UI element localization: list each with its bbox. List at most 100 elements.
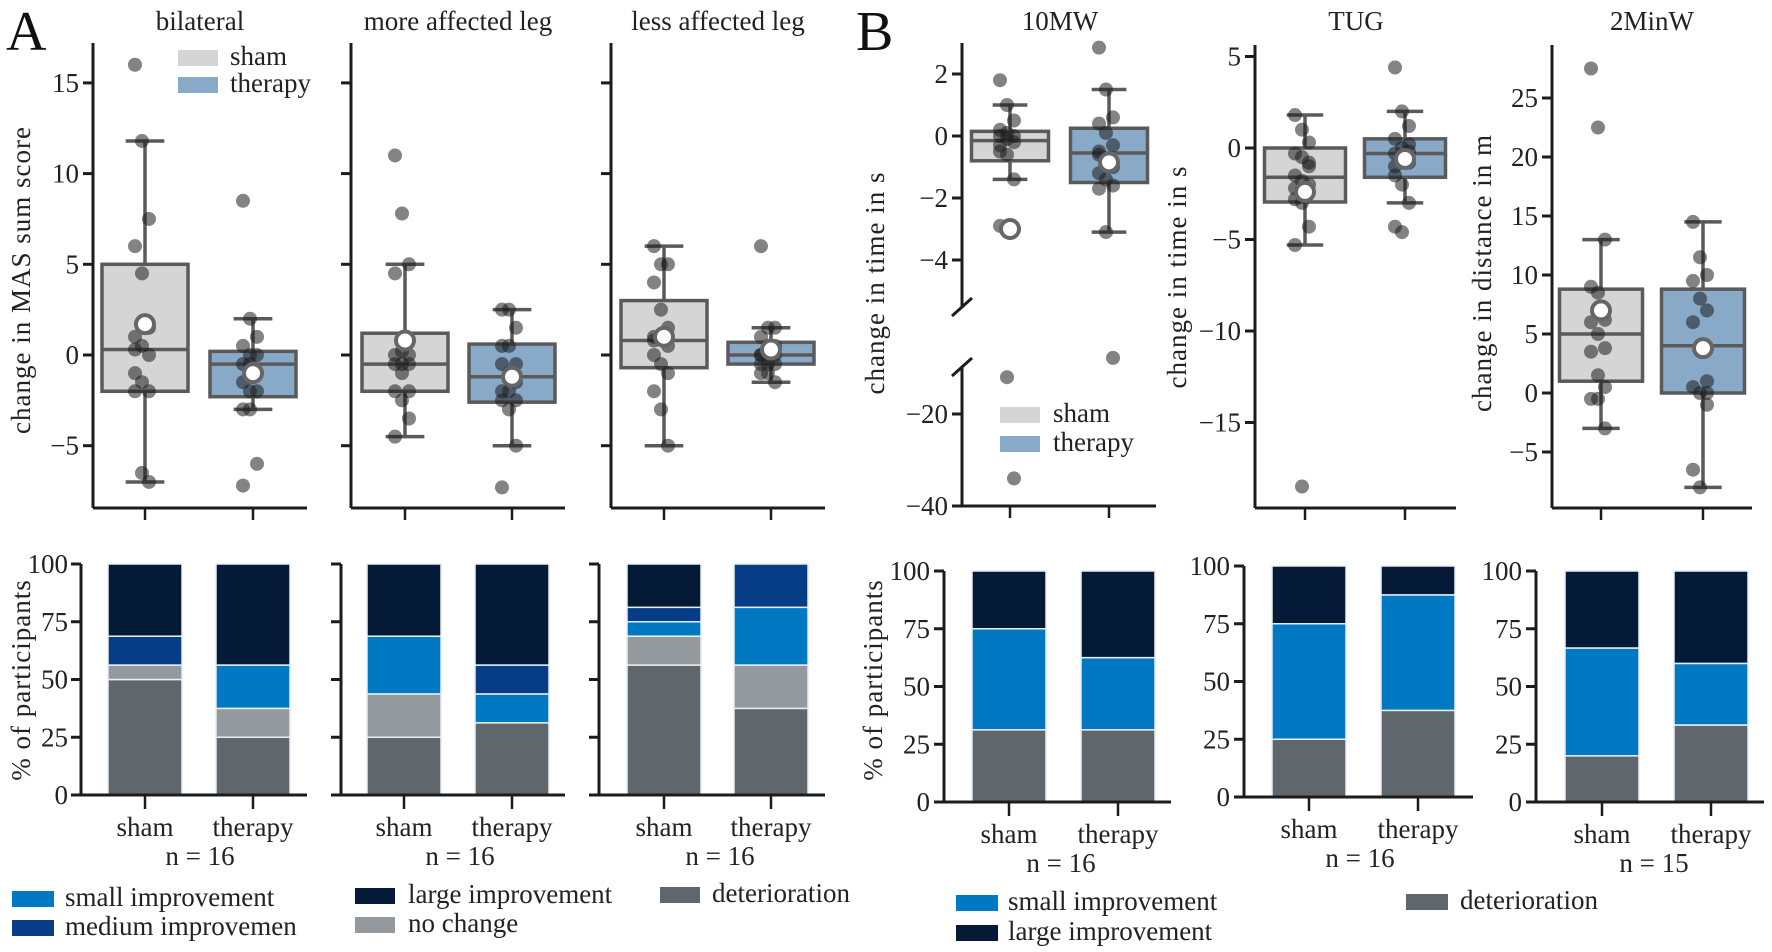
mean-marker <box>1294 180 1316 203</box>
data-point <box>1700 303 1714 318</box>
data-point <box>388 266 402 281</box>
y-tick-label: 5 <box>1525 319 1539 349</box>
chart-title: bilateral <box>156 6 244 36</box>
data-point <box>1591 285 1605 300</box>
data-point <box>1700 397 1714 412</box>
bar-segment-no-change <box>366 693 442 738</box>
bar-segment-small-improvement <box>1564 647 1640 757</box>
legend-item-sham: sham <box>178 41 287 71</box>
data-point <box>1700 374 1714 389</box>
legend-item-medium-improvement: medium improvemen <box>12 911 297 941</box>
data-point <box>1598 232 1612 247</box>
data-point <box>1395 225 1409 240</box>
legend-label: deterioration <box>1460 885 1598 915</box>
data-point <box>243 402 257 417</box>
mean-marker <box>653 325 675 348</box>
bar-segment-medium-improvement <box>474 664 550 695</box>
data-point <box>402 411 416 426</box>
data-point <box>1000 370 1014 385</box>
x-tick-label: therapy <box>1078 819 1159 849</box>
data-point <box>142 474 156 489</box>
bar-segment-small-improvement <box>1271 623 1347 740</box>
bar-segment-deterioration <box>1080 729 1156 803</box>
data-point <box>1099 225 1113 240</box>
legend-label: small improvement <box>1008 886 1218 916</box>
legend-label: large improvement <box>1008 916 1213 946</box>
legend-label: sham <box>1053 398 1110 428</box>
data-point <box>1598 341 1612 356</box>
mean-marker <box>1692 337 1714 360</box>
bar-segment-deterioration <box>107 678 183 796</box>
y-tick-label: 50 <box>1495 672 1522 702</box>
data-point <box>1295 479 1309 494</box>
data-point <box>502 338 516 353</box>
data-point <box>1388 60 1402 75</box>
data-point <box>243 311 257 326</box>
data-point <box>142 384 156 399</box>
box-sham <box>100 57 190 489</box>
data-point <box>1295 122 1309 137</box>
y-axis-label: % of participants <box>6 579 36 780</box>
legend-label: small improvement <box>65 882 275 912</box>
x-tick-label: therapy <box>1671 819 1752 849</box>
y-axis-label: change in distance in m <box>1467 134 1497 412</box>
y-tick-label: −10 <box>1199 316 1241 346</box>
bar-segment-small-improvement <box>733 606 809 666</box>
legend-item-small-improvement: small improvement <box>12 882 275 912</box>
bar-segment-large-improvement <box>626 563 702 609</box>
bar-segment-no-change <box>626 635 702 666</box>
data-point <box>1402 119 1416 134</box>
legend-swatch <box>1406 894 1448 910</box>
bar-segment-large-improvement <box>366 563 442 637</box>
legend-item-large-improvement: large improvement <box>956 916 1213 946</box>
legend-label: therapy <box>230 68 311 98</box>
y-tick-label: 10 <box>1511 260 1538 290</box>
box-therapy <box>726 239 816 390</box>
data-point <box>1591 391 1605 406</box>
data-point <box>135 266 149 281</box>
legend-swatch <box>1000 407 1040 423</box>
data-point <box>1598 421 1612 436</box>
data-point <box>1693 480 1707 495</box>
y-tick-label: −5 <box>1509 437 1538 467</box>
bar-segment-deterioration <box>733 707 809 796</box>
data-point <box>128 384 142 399</box>
box-therapy <box>1362 60 1448 240</box>
data-point <box>993 73 1007 88</box>
y-axis-label: change in time in s <box>1162 166 1192 389</box>
x-tick-label: sham <box>117 812 174 842</box>
y-tick-label: 0 <box>1228 133 1242 163</box>
y-tick-label: 25 <box>1495 729 1522 759</box>
legend-label: sham <box>230 41 287 71</box>
legend-item-sham: sham <box>1000 398 1110 428</box>
data-point <box>1106 138 1120 153</box>
data-point <box>395 206 409 221</box>
data-point <box>1693 291 1707 306</box>
y-tick-label: 15 <box>52 68 79 98</box>
data-point <box>250 456 264 471</box>
data-point <box>128 57 142 72</box>
data-point <box>1591 327 1605 341</box>
data-point <box>1302 219 1316 234</box>
legend-item-large-improvement: large improvement <box>355 879 613 909</box>
y-tick-label: −5 <box>1212 225 1241 255</box>
bar-segment-no-change <box>733 664 809 710</box>
data-point <box>1092 181 1106 196</box>
bar-segment-small-improvement <box>1673 662 1749 726</box>
y-tick-label: 2 <box>935 59 949 89</box>
bar-segment-large-improvement <box>1673 570 1749 665</box>
data-point <box>1302 135 1316 150</box>
data-point <box>142 348 156 362</box>
mean-marker <box>501 365 523 388</box>
bar-segment-medium-improvement <box>733 563 809 609</box>
data-point <box>1007 471 1021 486</box>
box-therapy <box>467 302 557 495</box>
sample-size-label: n = 16 <box>1026 848 1095 878</box>
y-tick-label: −15 <box>1199 408 1241 438</box>
data-point <box>1099 125 1113 140</box>
box-sham <box>969 73 1051 486</box>
y-tick-label: 20 <box>1511 142 1538 172</box>
data-point <box>1700 386 1714 400</box>
data-point <box>388 429 402 444</box>
data-point <box>135 133 149 148</box>
